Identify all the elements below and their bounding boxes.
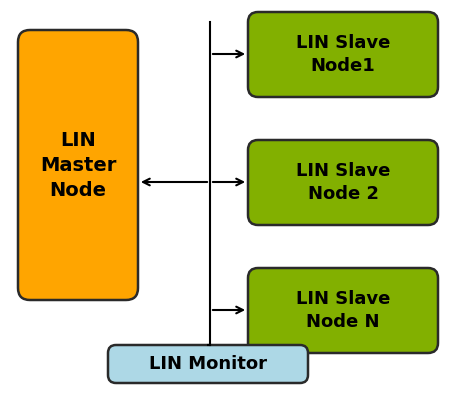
- Text: LIN Monitor: LIN Monitor: [149, 355, 267, 373]
- Text: LIN Slave
Node1: LIN Slave Node1: [296, 34, 390, 75]
- FancyBboxPatch shape: [248, 140, 438, 225]
- Text: LIN
Master
Node: LIN Master Node: [40, 130, 116, 199]
- Text: LIN Slave
Node 2: LIN Slave Node 2: [296, 162, 390, 203]
- FancyBboxPatch shape: [18, 30, 138, 300]
- FancyBboxPatch shape: [108, 345, 308, 383]
- FancyBboxPatch shape: [248, 268, 438, 353]
- FancyBboxPatch shape: [248, 12, 438, 97]
- Text: LIN Slave
Node N: LIN Slave Node N: [296, 290, 390, 331]
